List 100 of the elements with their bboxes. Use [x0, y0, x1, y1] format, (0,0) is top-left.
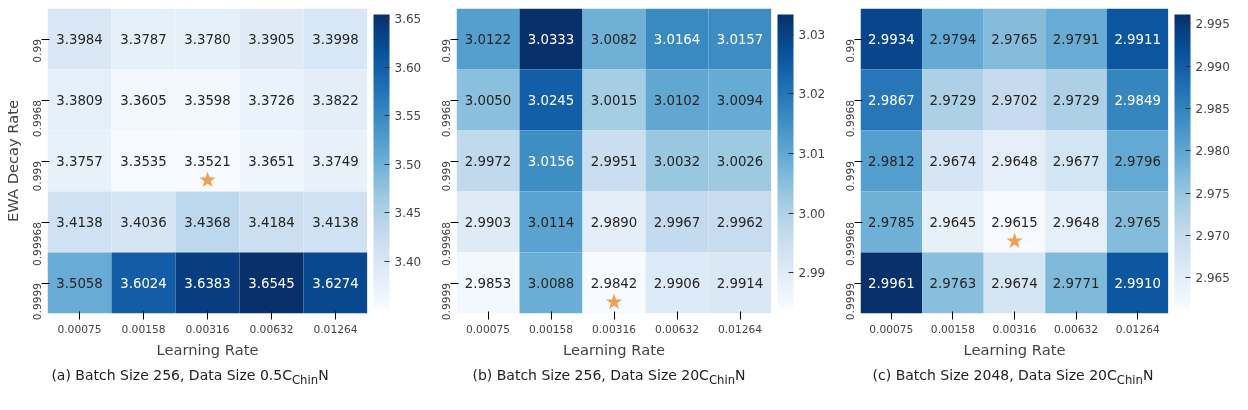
data-label: 3.0156	[527, 154, 575, 169]
data-label: 2.9906	[653, 276, 701, 291]
y-tick-label: 0.9968	[843, 99, 857, 138]
data-label: 2.9796	[1114, 154, 1162, 169]
x-tick-label: 0.01264	[1115, 322, 1160, 336]
color-bar-label: 2.99	[798, 266, 826, 281]
data-label: 2.9911	[1114, 32, 1162, 47]
x-tick-label: 0.00158	[930, 322, 976, 336]
data-label: 3.3605	[120, 93, 167, 108]
data-label: 3.0032	[653, 154, 701, 169]
data-label: 2.9962	[716, 215, 764, 230]
data-label: 3.5058	[56, 276, 103, 291]
x-tick-label: 0.00632	[249, 322, 294, 336]
data-label: 2.9729	[1052, 93, 1100, 108]
data-label: 2.9853	[464, 276, 512, 291]
x-tick-label: 0.01264	[313, 322, 358, 336]
data-label: 2.9934	[867, 32, 915, 47]
x-tick-label: 0.00158	[121, 322, 166, 336]
annotation: ★	[604, 288, 624, 314]
data-label: 3.0015	[590, 93, 638, 108]
data-label: 2.9890	[590, 215, 638, 230]
data-label: 3.0050	[464, 93, 512, 108]
data-label: 3.0094	[716, 93, 764, 108]
color-bar-label: 2.970	[1195, 229, 1230, 244]
color-bar-label: 2.980	[1195, 144, 1230, 159]
y-tick-label: 0.99968	[439, 221, 453, 267]
data-label: 2.9867	[867, 93, 915, 108]
y-tick-label: 0.9999	[843, 282, 857, 321]
data-label: 3.3822	[312, 93, 359, 108]
data-label: 2.9674	[929, 154, 977, 169]
data-label: 3.4036	[120, 215, 167, 230]
data-label: 3.3809	[56, 93, 103, 108]
y-tick-label: 0.999	[843, 160, 857, 192]
y-tick-label: 0.9968	[439, 99, 453, 138]
data-label: 3.4368	[184, 215, 231, 230]
data-label: 2.9967	[653, 215, 701, 230]
data-label: 3.0245	[527, 93, 575, 108]
data-label: 2.9785	[867, 215, 915, 230]
data-label: 2.9849	[1114, 93, 1162, 108]
color-bar-label: 3.65	[394, 12, 422, 27]
data-label: 3.0082	[590, 32, 638, 47]
data-label: 3.4184	[248, 215, 295, 230]
data-label: 3.0088	[527, 276, 575, 291]
data-label: 2.9972	[464, 154, 512, 169]
data-label: 2.9903	[464, 215, 512, 230]
data-label: 3.6383	[184, 276, 231, 291]
data-label: 2.9765	[1114, 215, 1162, 230]
data-label: 2.9729	[929, 93, 977, 108]
x-tick-label: 0.00158	[528, 322, 574, 336]
color-bar-label: 3.60	[394, 60, 422, 75]
text: (b) Batch Size 256, Data Size 20C$_{Chin}$N	[472, 366, 746, 389]
data-label: 3.3535	[120, 154, 167, 169]
x-tick-label: 0.00075	[57, 322, 102, 336]
x-tick-label: 0.00316	[185, 322, 230, 336]
data-label: 3.6274	[312, 276, 359, 291]
color-bar-label: 2.965	[1195, 271, 1230, 286]
y-tick-label: 0.99	[843, 38, 857, 63]
x-tick-label: 0.00316	[591, 322, 637, 336]
y-tick-label: 0.99968	[30, 221, 44, 267]
data-label: 3.3521	[184, 154, 231, 169]
color-bar-label: 3.55	[394, 109, 422, 124]
color-bar-label: 2.995	[1195, 17, 1230, 32]
data-label: 3.3998	[312, 32, 359, 47]
data-label: 2.9763	[929, 276, 977, 291]
annotation: ★	[1004, 227, 1025, 253]
data-label: 3.3757	[56, 154, 103, 169]
y-tick-label: 0.999	[439, 160, 453, 192]
color-bar-label: 3.40	[394, 254, 422, 269]
data-label: 3.0026	[716, 154, 764, 169]
y-tick-label: 0.99	[439, 38, 453, 63]
data-label: 3.6545	[248, 276, 295, 291]
color-bar-label: 3.50	[394, 157, 422, 172]
data-label: 3.0114	[527, 215, 575, 230]
color-bar-label: 2.975	[1195, 186, 1230, 201]
data-label: 2.9765	[991, 32, 1038, 47]
text: (a) Batch Size 256, Data Size 0.5C$_{Chin}$N	[51, 366, 329, 389]
x-axis-title: Learning Rate	[963, 340, 1066, 358]
y-tick-label: 0.99	[30, 38, 44, 63]
data-label: 2.9910	[1114, 276, 1162, 291]
data-label: 2.9702	[991, 93, 1038, 108]
data-label: 3.0102	[653, 93, 701, 108]
data-label: 3.3726	[248, 93, 295, 108]
data-label: 2.9951	[590, 154, 638, 169]
data-label: 2.9791	[1052, 32, 1100, 47]
data-label: 3.6024	[120, 276, 167, 291]
x-tick-label: 0.00316	[992, 322, 1037, 336]
color-bar-label: 3.03	[798, 27, 826, 42]
color-bar-label: 3.45	[394, 206, 422, 221]
data-label: 3.3749	[312, 154, 359, 169]
data-label: 3.0122	[464, 32, 512, 47]
data-label: 3.3780	[184, 32, 231, 47]
x-tick-label: 0.01264	[717, 322, 763, 336]
y-tick-label: 0.9968	[30, 99, 44, 138]
data-label: 3.0164	[653, 32, 701, 47]
y-axis-title: EWA Decay Rate	[3, 100, 21, 222]
data-label: 2.9648	[1052, 215, 1100, 230]
x-tick-label: 0.00632	[654, 322, 700, 336]
x-axis-title: Learning Rate	[563, 340, 665, 358]
data-label: 3.4138	[56, 215, 103, 230]
data-label: 2.9914	[716, 276, 764, 291]
